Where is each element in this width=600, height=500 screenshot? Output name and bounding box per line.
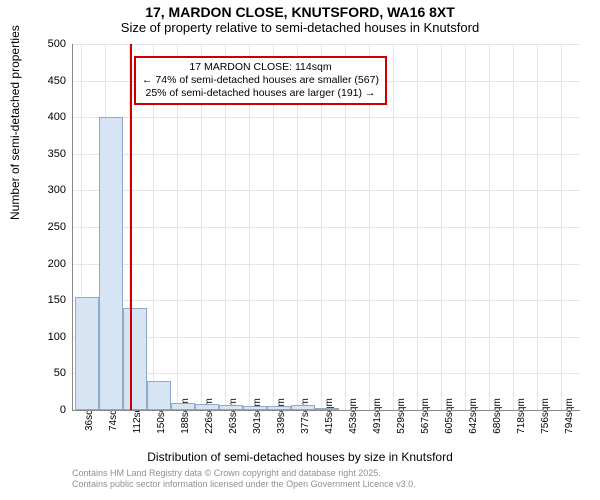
property-marker-line xyxy=(130,44,132,410)
y-axis-line xyxy=(72,44,73,410)
gridline-h xyxy=(72,117,580,118)
chart-plot-area: 05010015020025030035040045050036sqm74sqm… xyxy=(72,44,580,410)
annotation-line: 17 MARDON CLOSE: 114sqm xyxy=(142,61,379,74)
gridline-v xyxy=(537,44,538,410)
x-tick-label: 605sqm xyxy=(444,398,455,434)
chart-title-main: 17, MARDON CLOSE, KNUTSFORD, WA16 8XT xyxy=(0,4,600,20)
histogram-bar xyxy=(171,403,195,410)
title-block: 17, MARDON CLOSE, KNUTSFORD, WA16 8XT Si… xyxy=(0,0,600,35)
chart-title-sub: Size of property relative to semi-detach… xyxy=(0,20,600,35)
x-tick-label: 377sqm xyxy=(300,398,311,434)
gridline-h xyxy=(72,264,580,265)
x-tick-label: 718sqm xyxy=(516,398,527,434)
y-tick-label: 150 xyxy=(26,294,66,306)
y-tick-label: 300 xyxy=(26,184,66,196)
gridline-v xyxy=(417,44,418,410)
y-axis-label: Number of semi-detached properties xyxy=(8,25,22,220)
x-tick-label: 301sqm xyxy=(252,398,263,434)
gridline-h xyxy=(72,154,580,155)
x-tick-label: 263sqm xyxy=(228,398,239,434)
gridline-v xyxy=(465,44,466,410)
gridline-h xyxy=(72,300,580,301)
y-tick-label: 0 xyxy=(26,404,66,416)
gridline-h xyxy=(72,190,580,191)
gridline-v xyxy=(393,44,394,410)
gridline-h xyxy=(72,373,580,374)
attribution-line: Contains HM Land Registry data © Crown c… xyxy=(72,468,416,479)
x-tick-label: 567sqm xyxy=(420,398,431,434)
histogram-bar xyxy=(99,117,123,410)
x-tick-label: 453sqm xyxy=(348,398,359,434)
y-tick-label: 250 xyxy=(26,221,66,233)
gridline-h xyxy=(72,337,580,338)
x-tick-label: 642sqm xyxy=(468,398,479,434)
annotation-line: 25% of semi-detached houses are larger (… xyxy=(142,87,379,100)
gridline-v xyxy=(441,44,442,410)
y-tick-label: 350 xyxy=(26,148,66,160)
y-tick-label: 100 xyxy=(26,331,66,343)
y-tick-label: 400 xyxy=(26,111,66,123)
x-tick-label: 794sqm xyxy=(564,398,575,434)
annotation-box: 17 MARDON CLOSE: 114sqm← 74% of semi-det… xyxy=(134,56,387,105)
histogram-bar xyxy=(147,381,171,410)
y-tick-label: 500 xyxy=(26,38,66,50)
gridline-h xyxy=(72,44,580,45)
x-axis-label: Distribution of semi-detached houses by … xyxy=(0,450,600,464)
y-tick-label: 200 xyxy=(26,258,66,270)
x-tick-label: 756sqm xyxy=(540,398,551,434)
x-tick-label: 415sqm xyxy=(324,398,335,434)
gridline-v xyxy=(489,44,490,410)
y-tick-label: 50 xyxy=(26,367,66,379)
x-tick-label: 529sqm xyxy=(396,398,407,434)
y-tick-label: 450 xyxy=(26,75,66,87)
x-axis-line xyxy=(72,410,580,411)
gridline-v xyxy=(513,44,514,410)
annotation-line: ← 74% of semi-detached houses are smalle… xyxy=(142,74,379,87)
x-tick-label: 680sqm xyxy=(492,398,503,434)
x-tick-label: 339sqm xyxy=(276,398,287,434)
plot-surface: 05010015020025030035040045050036sqm74sqm… xyxy=(72,44,580,410)
histogram-bar xyxy=(75,297,99,410)
gridline-v xyxy=(561,44,562,410)
gridline-h xyxy=(72,227,580,228)
x-tick-label: 491sqm xyxy=(372,398,383,434)
attribution-text: Contains HM Land Registry data © Crown c… xyxy=(72,468,416,490)
histogram-bar xyxy=(123,308,147,410)
attribution-line: Contains public sector information licen… xyxy=(72,479,416,490)
